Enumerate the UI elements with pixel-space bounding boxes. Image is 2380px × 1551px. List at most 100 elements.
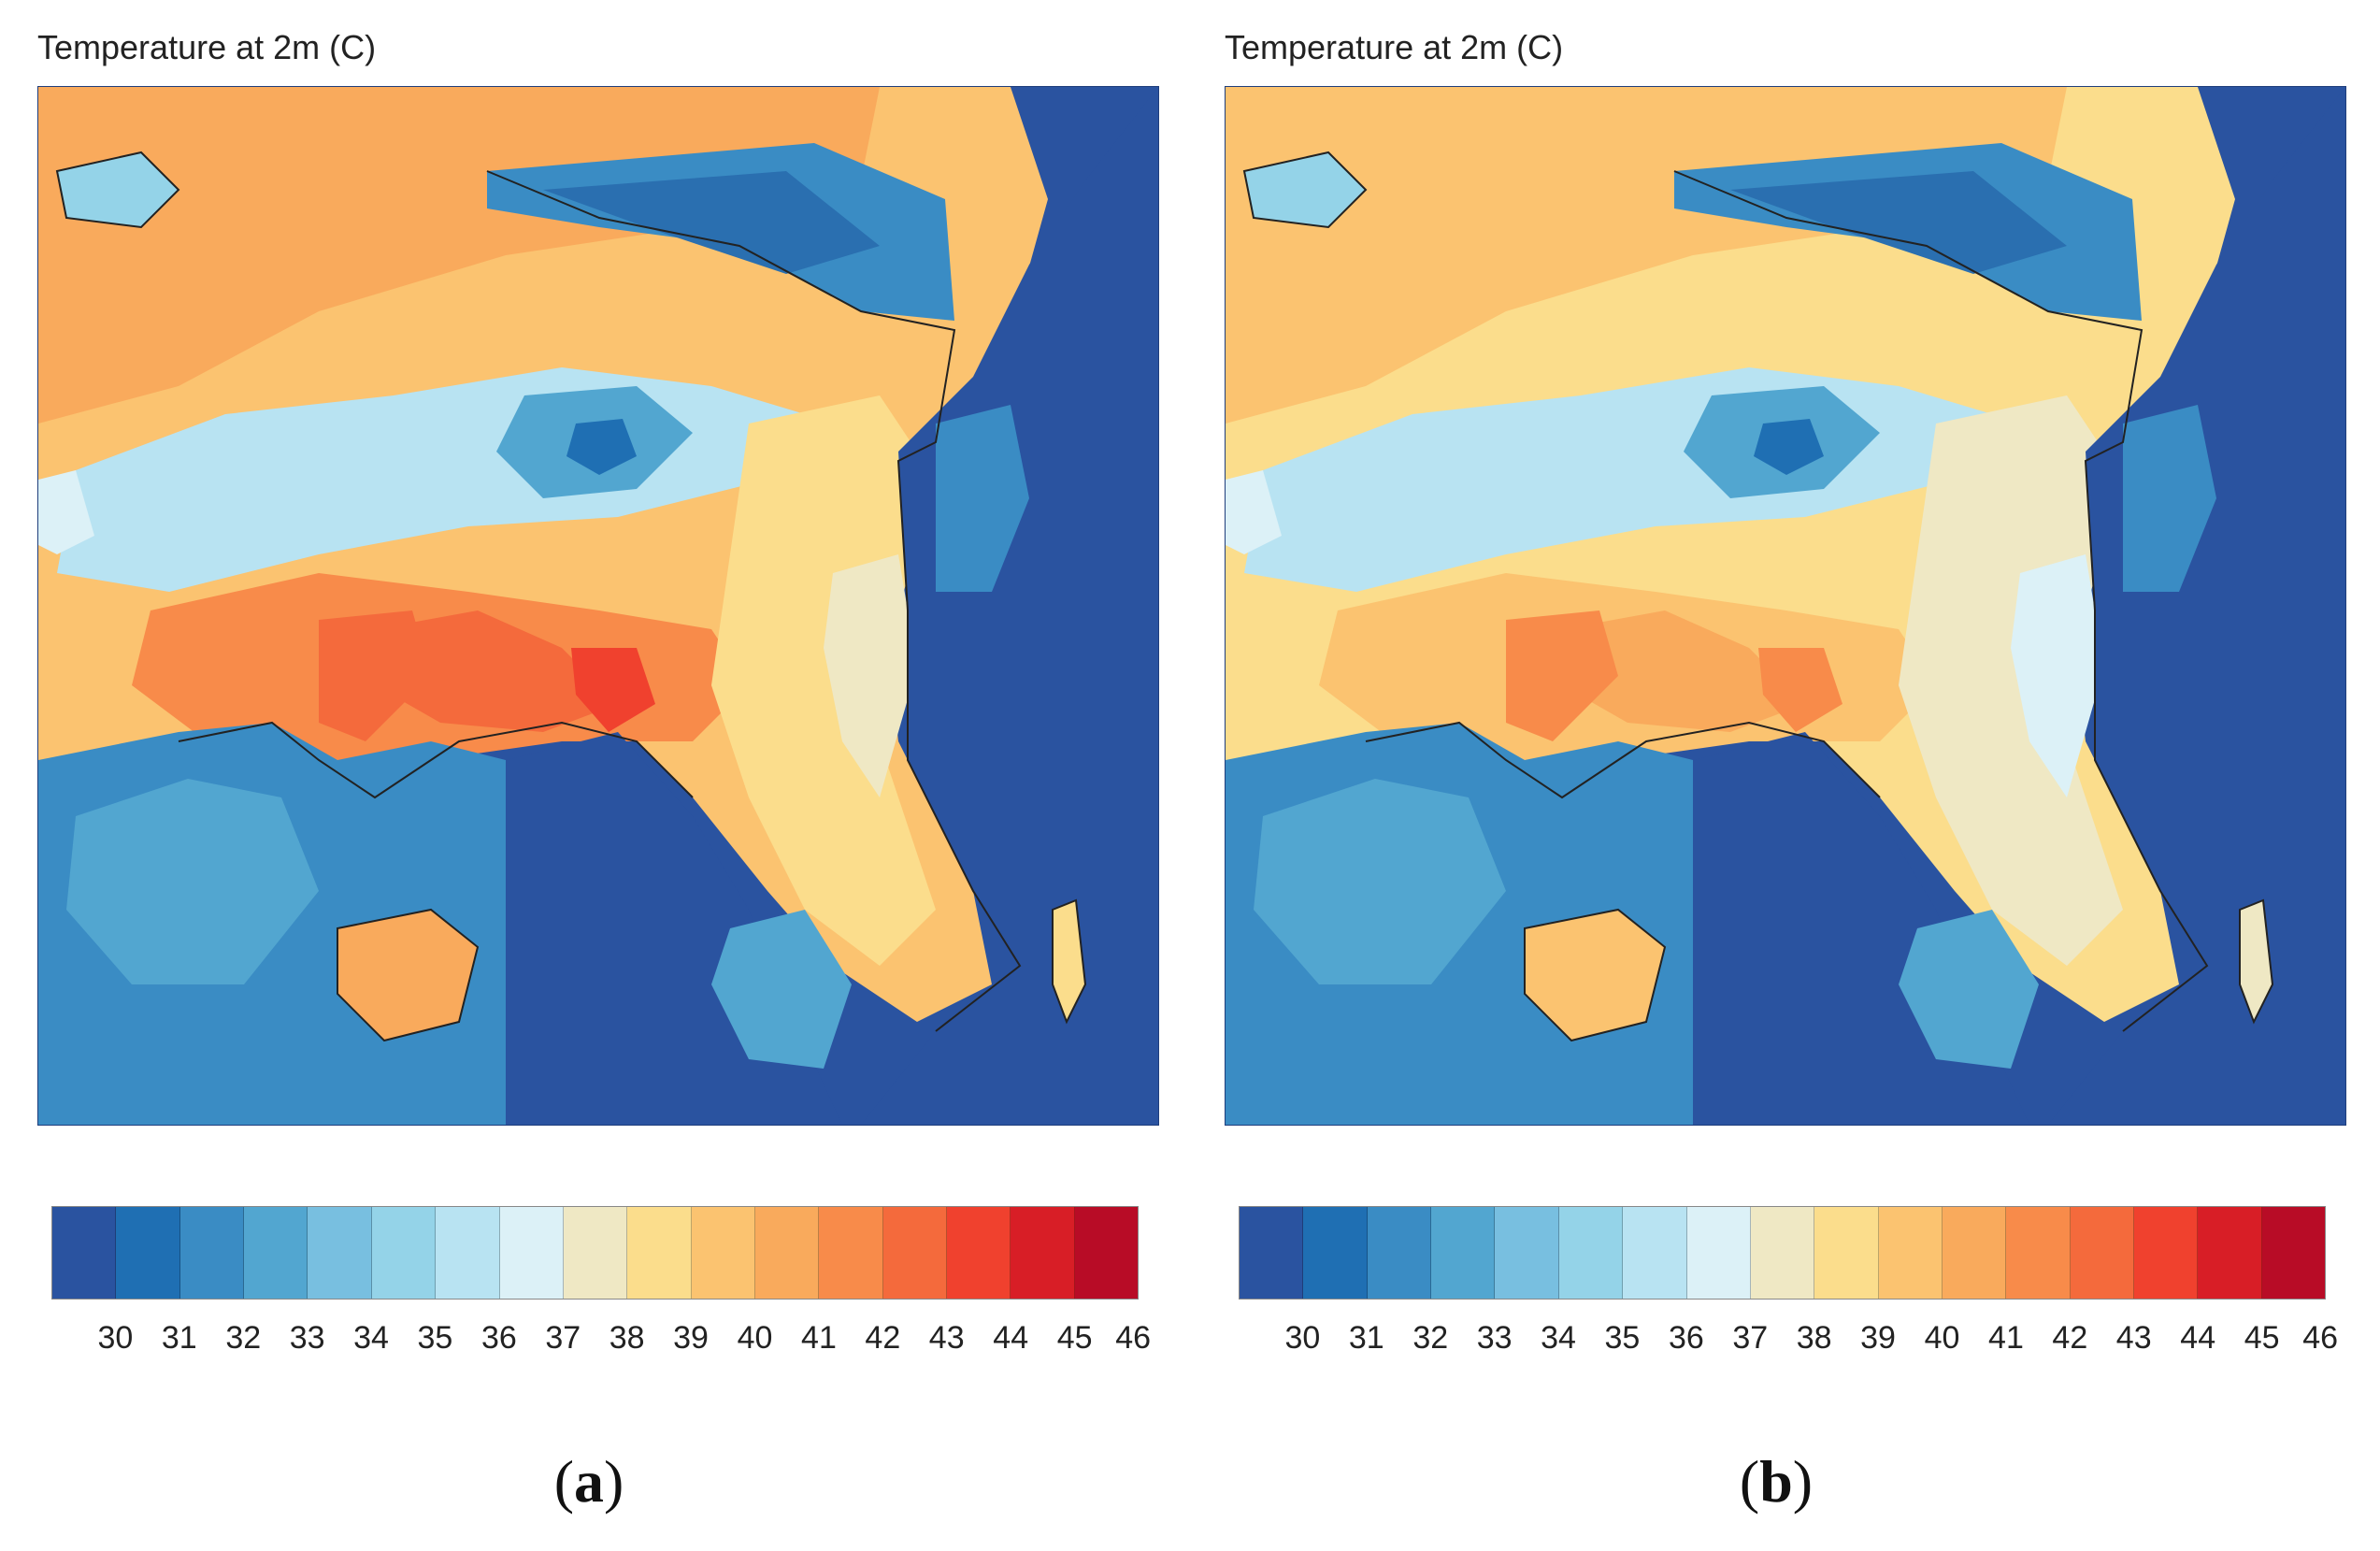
colorbar-swatch	[52, 1207, 117, 1299]
colorbar-tick: 34	[353, 1320, 389, 1356]
map-title: Temperature at 2m (C)	[1225, 28, 1564, 66]
colorbar-swatch	[1303, 1207, 1368, 1299]
colorbar-tick: 44	[2180, 1320, 2216, 1356]
coastline	[1242, 151, 2274, 1042]
island-gulf-warm	[319, 610, 431, 741]
panel-label: (a)	[0, 1447, 1178, 1516]
panel-label-close: )	[1792, 1448, 1814, 1515]
colorbar-tick: 33	[1476, 1320, 1513, 1356]
colorbar-tick: 38	[609, 1320, 645, 1356]
colorbar-tick: 46	[1115, 1320, 1152, 1356]
colorbar-swatch	[499, 1207, 564, 1299]
colorbar-swatch	[563, 1207, 628, 1299]
colorbar-swatch	[819, 1207, 883, 1299]
colorbar-tick-labels: 30 31 32 33 34 35 36 37 38 39 40 41 42 4…	[1239, 1320, 2338, 1367]
hot-peak	[571, 648, 655, 732]
colorbar-swatch	[691, 1207, 755, 1299]
island-northwest-cool	[1244, 152, 1366, 227]
colorbar-swatch	[371, 1207, 437, 1299]
south-east-bay	[711, 910, 852, 1069]
colorbar-tick: 30	[97, 1320, 134, 1356]
colorbar-tick: 41	[801, 1320, 837, 1356]
colorbar-tick: 37	[1732, 1320, 1769, 1356]
colorbar-swatch	[2134, 1207, 2199, 1299]
colorbar-tick: 45	[1056, 1320, 1093, 1356]
panel-label: (b)	[1187, 1447, 2365, 1516]
north-gulf-deep	[1730, 171, 2067, 274]
colorbar-swatch	[1686, 1207, 1751, 1299]
east-sea	[861, 87, 1158, 1125]
colorbar-tick: 39	[673, 1320, 709, 1356]
colorbar-swatch	[2198, 1207, 2262, 1299]
colorbar-swatch	[116, 1207, 180, 1299]
colorbar-tick: 36	[481, 1320, 517, 1356]
north-gulf-deep	[543, 171, 880, 274]
east-sea-shelf	[2123, 405, 2216, 592]
colorbar-swatch	[1750, 1207, 1815, 1299]
colorbar-swatch	[244, 1207, 308, 1299]
panel-b: Temperature at 2m (C)	[1187, 0, 2365, 1551]
colorbar-tick: 35	[417, 1320, 453, 1356]
colorbar-tick: 38	[1796, 1320, 1832, 1356]
south-east-bay	[1899, 910, 2039, 1069]
central-cool-center	[566, 419, 637, 475]
south-west-sea-shallow	[1254, 779, 1506, 984]
panel-a: Temperature at 2m (C)	[0, 0, 1178, 1551]
colorbar-swatch	[1431, 1207, 1496, 1299]
colorbar-swatch	[2006, 1207, 2071, 1299]
colorbar-tick: 44	[993, 1320, 1029, 1356]
east-pale-strip	[824, 554, 917, 797]
temperature-field	[38, 87, 1158, 1125]
hot-core	[375, 610, 618, 732]
colorbar-tick: 39	[1860, 1320, 1896, 1356]
colorbar-swatch	[1074, 1207, 1139, 1299]
colorbar-tick: 43	[2115, 1320, 2152, 1356]
island-south-warm	[1525, 910, 1665, 1041]
temperature-field	[1226, 87, 2345, 1125]
colorbar-tick: 42	[865, 1320, 901, 1356]
map-title: Temperature at 2m (C)	[37, 28, 377, 66]
colorbar-tick: 32	[1412, 1320, 1449, 1356]
colorbar-swatch	[1814, 1207, 1879, 1299]
panel-label-letter: a	[574, 1448, 604, 1515]
colorbar-tick: 31	[161, 1320, 197, 1356]
colorbar-swatch	[882, 1207, 948, 1299]
colorbar-swatch	[1878, 1207, 1943, 1299]
colorbar-swatch	[1558, 1207, 1624, 1299]
colorbar-swatch	[1495, 1207, 1559, 1299]
colorbar-swatch	[2261, 1207, 2326, 1299]
east-light-region	[1899, 395, 2123, 966]
east-sea-shelf	[936, 405, 1029, 592]
west-coast-pale	[38, 470, 94, 554]
colorbar-swatch	[754, 1207, 820, 1299]
island-east-small	[1053, 900, 1085, 1022]
central-cool-center	[1754, 419, 1824, 475]
colorbar-swatch	[1240, 1207, 1304, 1299]
colorbar-swatch	[1942, 1207, 2007, 1299]
colorbar-swatch	[436, 1207, 500, 1299]
colorbar-tick: 40	[1924, 1320, 1960, 1356]
temperature-map	[37, 86, 1159, 1126]
colorbar-swatch	[947, 1207, 1011, 1299]
colorbar-swatch	[1367, 1207, 1432, 1299]
colorbar-tick: 36	[1669, 1320, 1704, 1356]
colorbar-tick: 31	[1348, 1320, 1384, 1356]
colorbar-tick: 41	[1988, 1320, 2024, 1356]
colorbar-tick: 35	[1604, 1320, 1641, 1356]
east-light-region	[711, 395, 936, 966]
colorbar	[1239, 1206, 2326, 1300]
colorbar-tick: 30	[1284, 1320, 1321, 1356]
island-south-warm	[337, 910, 478, 1041]
colorbar-swatch	[1623, 1207, 1687, 1299]
panel-label-letter: b	[1759, 1448, 1793, 1515]
colorbar-swatch	[627, 1207, 692, 1299]
colorbar-tick: 37	[545, 1320, 581, 1356]
east-sea	[2048, 87, 2345, 1125]
island-east-small	[2240, 900, 2272, 1022]
coastline	[55, 151, 1087, 1042]
colorbar-tick: 32	[225, 1320, 262, 1356]
panel-label-close: )	[604, 1448, 624, 1515]
hot-peak	[1758, 648, 1842, 732]
colorbar-tick: 33	[289, 1320, 325, 1356]
colorbar-tick: 42	[2052, 1320, 2088, 1356]
